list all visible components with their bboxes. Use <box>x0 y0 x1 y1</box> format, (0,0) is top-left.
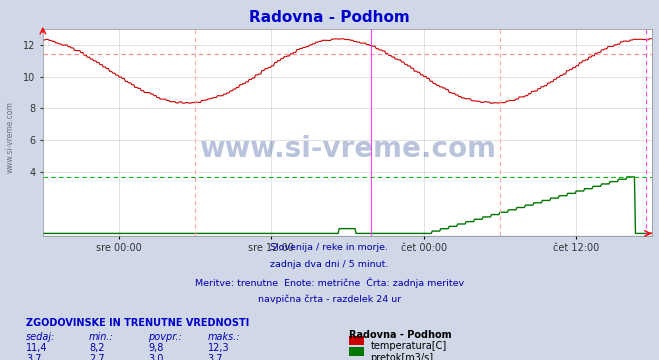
Text: Meritve: trenutne  Enote: metrične  Črta: zadnja meritev: Meritve: trenutne Enote: metrične Črta: … <box>195 278 464 288</box>
Text: 3,7: 3,7 <box>26 354 42 360</box>
Text: sedaj:: sedaj: <box>26 332 56 342</box>
Text: navpična črta - razdelek 24 ur: navpična črta - razdelek 24 ur <box>258 295 401 304</box>
Text: Radovna - Podhom: Radovna - Podhom <box>249 10 410 25</box>
Text: 3,0: 3,0 <box>148 354 163 360</box>
Text: povpr.:: povpr.: <box>148 332 182 342</box>
Text: Slovenija / reke in morje.: Slovenija / reke in morje. <box>270 243 389 252</box>
Text: 3,7: 3,7 <box>208 354 223 360</box>
Text: 12,3: 12,3 <box>208 343 229 353</box>
Text: 11,4: 11,4 <box>26 343 48 353</box>
Text: temperatura[C]: temperatura[C] <box>370 341 447 351</box>
Text: www.si-vreme.com: www.si-vreme.com <box>5 101 14 173</box>
Text: zadnja dva dni / 5 minut.: zadnja dva dni / 5 minut. <box>270 260 389 269</box>
Text: Radovna - Podhom: Radovna - Podhom <box>349 330 452 341</box>
Text: 2,7: 2,7 <box>89 354 105 360</box>
Text: ZGODOVINSKE IN TRENUTNE VREDNOSTI: ZGODOVINSKE IN TRENUTNE VREDNOSTI <box>26 318 250 328</box>
Text: min.:: min.: <box>89 332 114 342</box>
Text: 8,2: 8,2 <box>89 343 105 353</box>
Text: 9,8: 9,8 <box>148 343 163 353</box>
Text: www.si-vreme.com: www.si-vreme.com <box>199 135 496 163</box>
Text: maks.:: maks.: <box>208 332 241 342</box>
Text: pretok[m3/s]: pretok[m3/s] <box>370 353 434 360</box>
